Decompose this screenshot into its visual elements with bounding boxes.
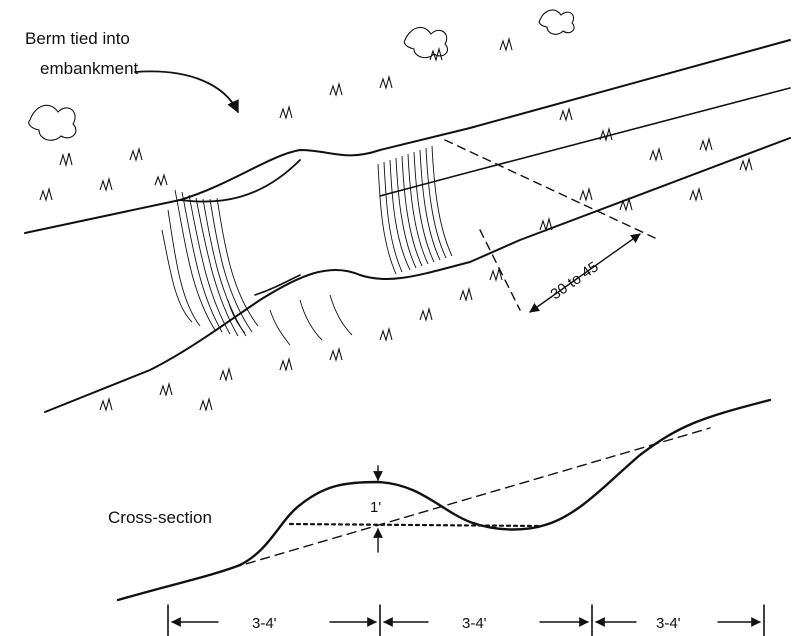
ditch-flowline (379, 87, 791, 197)
embankment-sketch: 30 to 45 Berm tied into embankment (24, 9, 791, 413)
angle-label: 30 to 45 (548, 258, 602, 303)
base-line (288, 522, 542, 528)
shrubs (28, 9, 575, 141)
original-grade (231, 427, 711, 569)
berm-profile (116, 398, 772, 602)
callout-arrow (134, 70, 239, 114)
angle-arrow (529, 233, 641, 313)
callout-line2: embankment (40, 59, 139, 78)
angle-dash-line-lower (479, 229, 521, 311)
callout-line1: Berm tied into (25, 29, 130, 48)
upper-bank-edge (24, 39, 791, 234)
spacing-label-2: 3-4' (462, 615, 487, 632)
grass-tufts (39, 36, 753, 412)
cross-section: Cross-section 1' 3-4' 3-4' 3-4' (108, 398, 772, 636)
spacing-label-3: 3-4' (656, 615, 681, 632)
height-label: 1' (370, 499, 381, 516)
berm-base (254, 274, 301, 296)
angle-dash-line (444, 139, 656, 239)
section-label: Cross-section (108, 508, 212, 527)
lower-bank-edge (44, 137, 791, 413)
berm-shading (161, 145, 453, 346)
spacing-label-1: 3-4' (252, 615, 277, 632)
spacing-dimensions: 3-4' 3-4' 3-4' (167, 604, 765, 636)
berm-crest (179, 159, 301, 203)
